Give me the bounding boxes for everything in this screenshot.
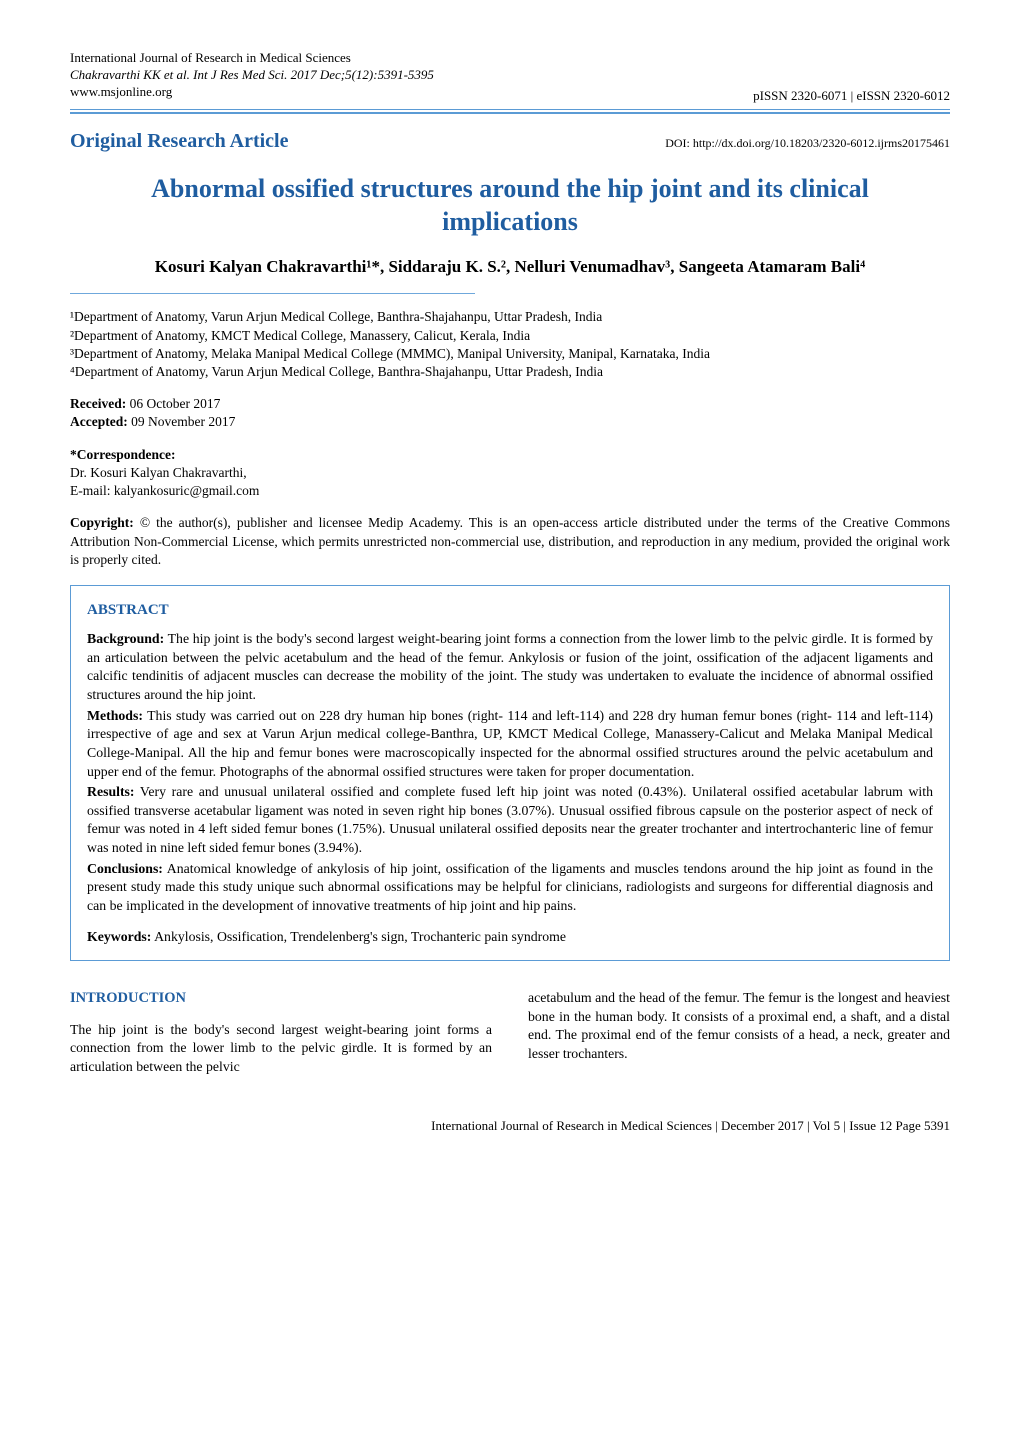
issn-line: pISSN 2320-6071 | eISSN 2320-6012: [70, 87, 950, 105]
article-title: Abnormal ossified structures around the …: [110, 173, 910, 238]
received-label: Received:: [70, 396, 126, 411]
abstract-background-text: The hip joint is the body's second large…: [87, 631, 933, 702]
correspondence-label: *Correspondence:: [70, 447, 176, 462]
abstract-results-label: Results:: [87, 784, 135, 799]
abstract-methods-label: Methods:: [87, 708, 143, 723]
introduction-col1-text: The hip joint is the body's second large…: [70, 1021, 492, 1077]
journal-header: International Journal of Research in Med…: [70, 50, 950, 114]
introduction-col2-text: acetabulum and the head of the femur. Th…: [528, 989, 950, 1064]
copyright-text: © the author(s), publisher and licensee …: [70, 515, 950, 566]
correspondence-email: E-mail: kalyankosuric@gmail.com: [70, 482, 950, 500]
introduction-heading: INTRODUCTION: [70, 989, 492, 1009]
introduction-section: INTRODUCTION The hip joint is the body's…: [70, 989, 950, 1076]
keywords-text: Ankylosis, Ossification, Trendelenberg's…: [151, 929, 566, 944]
abstract-conclusions-label: Conclusions:: [87, 861, 163, 876]
author-rule: [70, 293, 475, 294]
abstract-body: Background: The hip joint is the body's …: [87, 630, 933, 915]
page-footer: International Journal of Research in Med…: [70, 1117, 950, 1135]
affiliation-item: ²Department of Anatomy, KMCT Medical Col…: [70, 327, 950, 345]
copyright-notice: Copyright: © the author(s), publisher an…: [70, 514, 950, 569]
citation-line: Chakravarthi KK et al. Int J Res Med Sci…: [70, 67, 950, 84]
affiliation-item: ¹Department of Anatomy, Varun Arjun Medi…: [70, 308, 950, 326]
journal-name: International Journal of Research in Med…: [70, 50, 950, 67]
correspondence-block: *Correspondence: Dr. Kosuri Kalyan Chakr…: [70, 446, 950, 501]
keywords-line: Keywords: Ankylosis, Ossification, Trend…: [87, 928, 933, 947]
abstract-heading: ABSTRACT: [87, 600, 933, 620]
abstract-methods-text: This study was carried out on 228 dry hu…: [87, 708, 933, 779]
keywords-label: Keywords:: [87, 929, 151, 944]
correspondence-name: Dr. Kosuri Kalyan Chakravarthi,: [70, 464, 950, 482]
abstract-box: ABSTRACT Background: The hip joint is th…: [70, 585, 950, 961]
abstract-results-text: Very rare and unusual unilateral ossifie…: [87, 784, 933, 855]
header-rule-thick: [70, 112, 950, 114]
affiliation-item: ⁴Department of Anatomy, Varun Arjun Medi…: [70, 363, 950, 381]
accepted-date: 09 November 2017: [131, 414, 235, 429]
received-date: 06 October 2017: [130, 396, 221, 411]
accepted-label: Accepted:: [70, 414, 128, 429]
authors-line: Kosuri Kalyan Chakravarthi¹*, Siddaraju …: [70, 256, 950, 279]
abstract-conclusions-text: Anatomical knowledge of ankylosis of hip…: [87, 861, 933, 913]
dates-block: Received: 06 October 2017 Accepted: 09 N…: [70, 395, 950, 431]
affiliations-block: ¹Department of Anatomy, Varun Arjun Medi…: [70, 308, 950, 381]
affiliation-item: ³Department of Anatomy, Melaka Manipal M…: [70, 345, 950, 363]
abstract-background-label: Background:: [87, 631, 164, 646]
header-rule-thin: [70, 109, 950, 110]
